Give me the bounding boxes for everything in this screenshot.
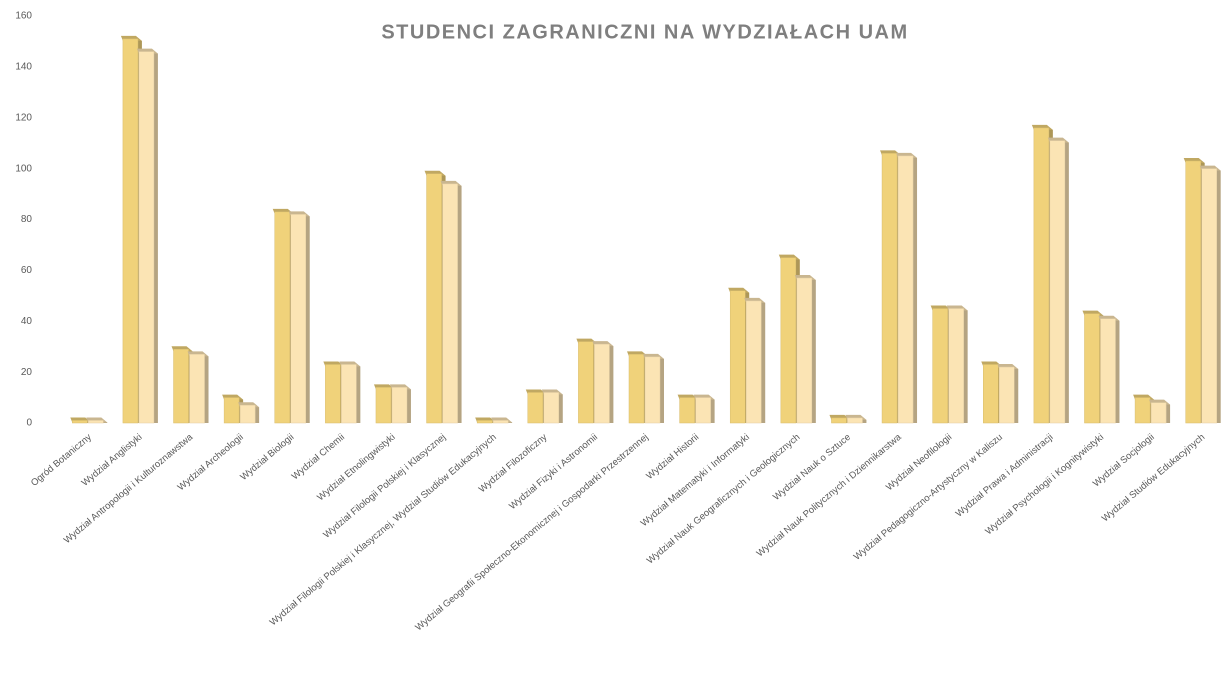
bar bbox=[88, 420, 104, 424]
bar-side bbox=[660, 356, 664, 423]
bar bbox=[695, 397, 711, 424]
bar bbox=[1084, 313, 1100, 424]
bar bbox=[223, 397, 240, 424]
bar-side bbox=[1216, 168, 1221, 423]
x-tick-label: Wydział Studiów Edukacyjnych bbox=[1100, 432, 1207, 525]
bar-side bbox=[710, 397, 715, 423]
x-tick-label: Wydział Biologii bbox=[238, 432, 296, 483]
chart-title: STUDENCI ZAGRANICZNI NA WYDZIAŁACH UAM bbox=[381, 21, 908, 43]
bar bbox=[1134, 397, 1151, 424]
y-tick-label: 120 bbox=[15, 112, 32, 123]
bar bbox=[932, 308, 948, 424]
bar-side bbox=[1014, 367, 1019, 423]
bar bbox=[1201, 168, 1217, 424]
bar-side bbox=[305, 214, 310, 423]
x-tick-label: Wydział Filologii Polskiej i Klasycznej,… bbox=[268, 432, 499, 628]
y-tick-label: 140 bbox=[15, 62, 32, 73]
bar bbox=[644, 356, 661, 424]
bar-side bbox=[204, 354, 209, 423]
y-tick-label: 80 bbox=[21, 214, 33, 225]
bar bbox=[290, 214, 306, 424]
bar bbox=[442, 183, 458, 424]
bar bbox=[628, 354, 645, 424]
bar bbox=[325, 364, 341, 424]
bar bbox=[679, 397, 695, 424]
bar bbox=[239, 404, 256, 424]
bar bbox=[796, 277, 813, 424]
bar-side bbox=[1166, 402, 1171, 423]
bar bbox=[881, 153, 898, 424]
y-tick-label: 100 bbox=[15, 163, 32, 174]
bar bbox=[594, 343, 610, 424]
bar bbox=[1049, 140, 1066, 424]
y-tick-label: 40 bbox=[21, 316, 33, 327]
y-tick-label: 0 bbox=[26, 418, 32, 429]
bar-side bbox=[558, 392, 563, 423]
bar bbox=[391, 387, 408, 424]
bar bbox=[847, 417, 863, 424]
y-tick-label: 60 bbox=[21, 265, 33, 276]
bar-side bbox=[1064, 140, 1069, 424]
bar-side bbox=[761, 300, 766, 423]
y-tick-label: 20 bbox=[21, 367, 33, 378]
x-tick-label: Wydział Geografii Społeczno-Ekonomicznej… bbox=[413, 432, 650, 633]
bar bbox=[1150, 402, 1167, 424]
bar bbox=[1185, 160, 1201, 424]
bar bbox=[492, 420, 509, 424]
bar bbox=[122, 38, 139, 424]
bar bbox=[138, 51, 155, 424]
bar bbox=[426, 173, 442, 424]
bar bbox=[189, 354, 205, 424]
bar bbox=[341, 364, 357, 424]
bar-side bbox=[457, 183, 462, 423]
bar bbox=[999, 366, 1015, 424]
bar bbox=[173, 348, 189, 424]
bar bbox=[729, 290, 746, 424]
bar-side bbox=[406, 387, 411, 423]
bar bbox=[476, 420, 493, 424]
bar bbox=[375, 387, 392, 424]
bar bbox=[1100, 318, 1116, 424]
bar-side bbox=[913, 155, 918, 423]
bar bbox=[1033, 127, 1050, 424]
x-tick-label: Wydział Prawa i Administracji bbox=[954, 432, 1056, 520]
bar-side bbox=[811, 278, 816, 423]
bar bbox=[745, 300, 762, 424]
bar bbox=[948, 308, 964, 424]
bar-side bbox=[255, 405, 260, 423]
y-tick-label: 160 bbox=[15, 11, 32, 22]
bar bbox=[527, 392, 544, 424]
bar bbox=[578, 341, 594, 424]
bar bbox=[543, 392, 560, 424]
bar bbox=[831, 417, 847, 424]
x-tick-label: Wydział Fizyki i Astronomii bbox=[507, 432, 600, 512]
bar-side bbox=[963, 308, 968, 423]
bar bbox=[780, 257, 797, 424]
bar bbox=[72, 420, 88, 424]
bar bbox=[983, 364, 999, 424]
bar bbox=[897, 155, 914, 424]
bar bbox=[274, 211, 290, 424]
bar-side bbox=[153, 51, 158, 424]
bar-side bbox=[1115, 318, 1120, 423]
bar-side bbox=[356, 364, 361, 423]
bar-side bbox=[609, 344, 614, 423]
